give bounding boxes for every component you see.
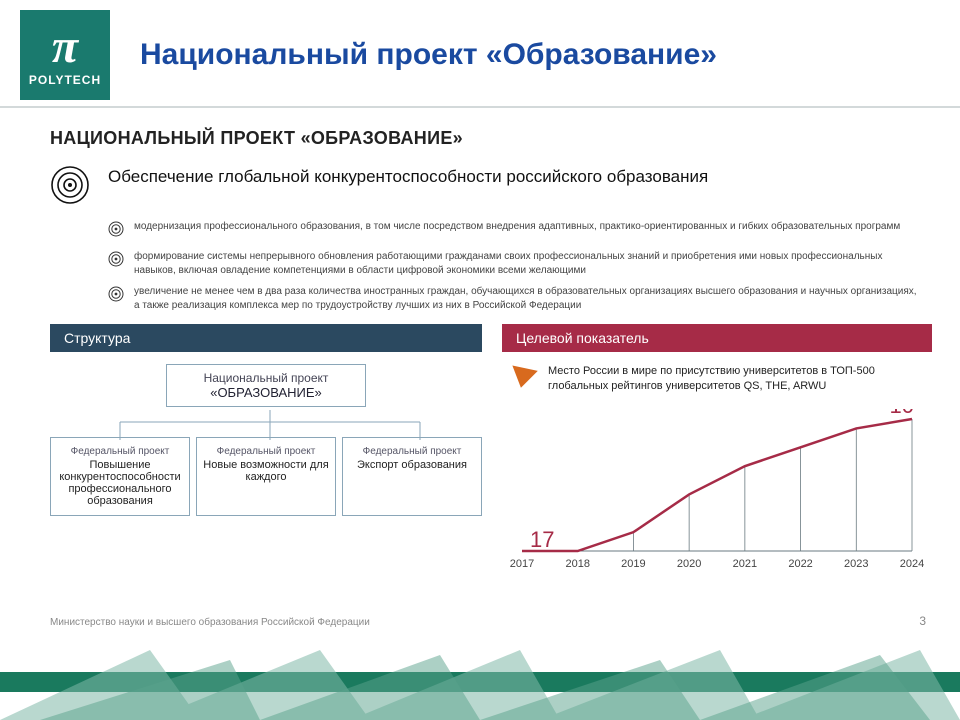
child-kicker: Федеральный проект bbox=[203, 446, 329, 457]
two-column-row: Структура Национальный проект «ОБРАЗОВАН… bbox=[50, 324, 924, 579]
svg-text:2024: 2024 bbox=[900, 558, 924, 570]
child-title: Новые возможности для каждого bbox=[203, 459, 329, 483]
svg-text:10: 10 bbox=[890, 409, 914, 418]
structure-band: Структура bbox=[50, 324, 482, 352]
svg-text:17: 17 bbox=[530, 527, 554, 552]
child-kicker: Федеральный проект bbox=[349, 446, 475, 457]
sub-goals: модернизация профессионального образован… bbox=[108, 220, 924, 312]
target-heading-text: Место России в мире по присутствию униве… bbox=[548, 364, 932, 394]
target-band: Целевой показатель bbox=[502, 324, 932, 352]
down-arrow-icon bbox=[506, 364, 540, 403]
main-goal-text: Обеспечение глобальной конкурентоспособн… bbox=[108, 167, 708, 187]
child-kicker: Федеральный проект bbox=[57, 446, 183, 457]
chart-svg: 2017 2018 2019 2020 2021 2022 2023 2024 17 10 bbox=[502, 409, 932, 579]
target-column: Целевой показатель Место России в мире п… bbox=[502, 324, 932, 579]
target-icon-small bbox=[108, 251, 124, 272]
target-icon bbox=[50, 165, 90, 210]
tree-root-main: «ОБРАЗОВАНИЕ» bbox=[175, 385, 357, 400]
section-heading: НАЦИОНАЛЬНЫЙ ПРОЕКТ «ОБРАЗОВАНИЕ» bbox=[50, 128, 924, 149]
svg-text:2022: 2022 bbox=[788, 558, 812, 570]
sub-goal-text: увеличение не менее чем в два раза колич… bbox=[134, 285, 924, 312]
logo-text: POLYTECH bbox=[29, 73, 101, 87]
sub-goal-row: формирование системы непрерывного обновл… bbox=[108, 250, 924, 277]
structure-tree: Национальный проект «ОБРАЗОВАНИЕ» Федера… bbox=[50, 364, 482, 516]
target-icon-small bbox=[108, 221, 124, 242]
sub-goal-text: модернизация профессионального образован… bbox=[134, 220, 900, 234]
tree-root-box: Национальный проект «ОБРАЗОВАНИЕ» bbox=[166, 364, 366, 407]
polytech-logo: π POLYTECH bbox=[20, 10, 110, 100]
structure-column: Структура Национальный проект «ОБРАЗОВАН… bbox=[50, 324, 482, 579]
tree-root-kicker: Национальный проект bbox=[175, 371, 357, 385]
svg-text:2018: 2018 bbox=[565, 558, 589, 570]
header: π POLYTECH Национальный проект «Образова… bbox=[0, 0, 960, 108]
bottom-decoration bbox=[0, 650, 960, 720]
sub-goal-row: модернизация профессионального образован… bbox=[108, 220, 924, 242]
child-title: Повышение конкурентоспособности професси… bbox=[57, 459, 183, 507]
footer-ministry: Министерство науки и высшего образования… bbox=[50, 617, 370, 628]
tree-children: Федеральный проект Повышение конкурентос… bbox=[50, 437, 482, 516]
svg-text:2017: 2017 bbox=[510, 558, 534, 570]
tree-child-box: Федеральный проект Новые возможности для… bbox=[196, 437, 336, 516]
child-title: Экспорт образования bbox=[349, 459, 475, 471]
tree-child-box: Федеральный проект Повышение конкурентос… bbox=[50, 437, 190, 516]
target-icon-small bbox=[108, 286, 124, 307]
svg-text:2019: 2019 bbox=[621, 558, 645, 570]
sub-goal-text: формирование системы непрерывного обновл… bbox=[134, 250, 924, 277]
slide-title: Национальный проект «Образование» bbox=[140, 38, 717, 72]
sub-goal-row: увеличение не менее чем в два раза колич… bbox=[108, 285, 924, 312]
pi-symbol: π bbox=[52, 23, 78, 71]
svg-text:2023: 2023 bbox=[844, 558, 868, 570]
page-number: 3 bbox=[919, 614, 926, 628]
target-heading-row: Место России в мире по присутствию униве… bbox=[502, 364, 932, 403]
rank-line-chart: 2017 2018 2019 2020 2021 2022 2023 2024 17 10 bbox=[502, 409, 932, 579]
svg-text:2020: 2020 bbox=[677, 558, 701, 570]
main-goal-row: Обеспечение глобальной конкурентоспособн… bbox=[50, 167, 924, 210]
tree-child-box: Федеральный проект Экспорт образования bbox=[342, 437, 482, 516]
svg-text:2021: 2021 bbox=[733, 558, 757, 570]
